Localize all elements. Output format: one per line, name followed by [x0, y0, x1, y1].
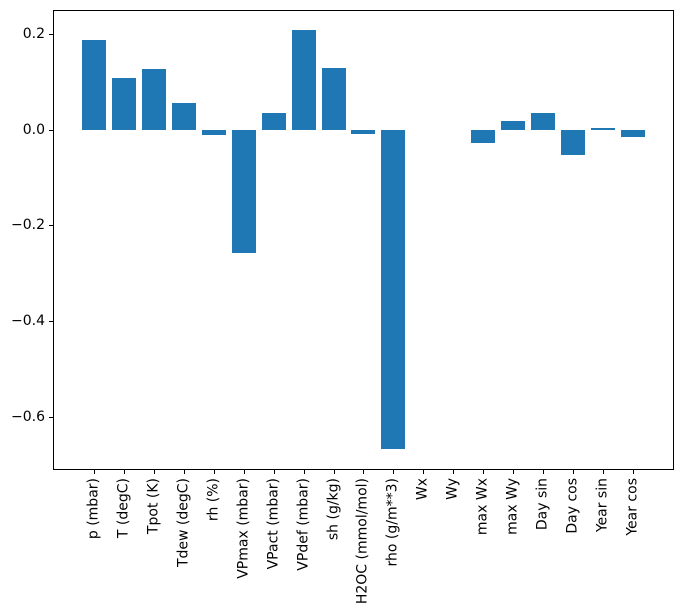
- x-tick-label: Wy: [444, 478, 461, 500]
- x-tick-label: Tdew (degC): [175, 478, 192, 568]
- y-tick-label: −0.4: [11, 312, 45, 329]
- x-tick-mark: [513, 470, 515, 474]
- y-tick-mark: [49, 225, 53, 227]
- x-tick-label: Wx: [414, 478, 431, 501]
- x-tick-mark: [94, 470, 96, 474]
- x-tick-label: p (mbar): [85, 478, 102, 540]
- y-tick-label: −0.6: [11, 408, 45, 425]
- y-tick-mark: [49, 34, 53, 36]
- bar: [82, 40, 107, 130]
- bar: [321, 68, 346, 130]
- x-tick-mark: [213, 470, 215, 474]
- x-tick-label: sh (g/kg): [325, 478, 342, 541]
- bar: [172, 103, 197, 130]
- x-tick-mark: [572, 470, 574, 474]
- bar: [351, 129, 376, 135]
- bar: [112, 78, 137, 130]
- x-tick-mark: [632, 470, 634, 474]
- y-tick-mark: [49, 320, 53, 322]
- bar: [471, 129, 496, 144]
- bar: [261, 113, 286, 130]
- x-tick-label: Year cos: [624, 478, 641, 536]
- bar: [381, 129, 406, 449]
- x-tick-mark: [303, 470, 305, 474]
- x-tick-label: max Wx: [474, 478, 491, 536]
- y-tick-label: 0.0: [22, 121, 45, 138]
- y-tick-mark: [49, 416, 53, 418]
- x-tick-label: rho (g/m**3): [384, 478, 401, 567]
- x-tick-label: VPmax (mbar): [235, 478, 252, 579]
- x-tick-label: Tpot (K): [145, 478, 162, 535]
- x-tick-mark: [423, 470, 425, 474]
- x-tick-mark: [483, 470, 485, 474]
- x-tick-label: VPact (mbar): [265, 478, 282, 570]
- x-tick-mark: [273, 470, 275, 474]
- x-tick-mark: [184, 470, 186, 474]
- y-tick-label: −0.2: [11, 217, 45, 234]
- y-tick-mark: [49, 129, 53, 131]
- x-tick-label: rh (%): [205, 478, 222, 522]
- x-tick-label: Day cos: [564, 478, 581, 534]
- bar: [231, 129, 256, 253]
- bar: [201, 129, 226, 136]
- y-tick-label: 0.2: [22, 26, 45, 43]
- x-tick-mark: [542, 470, 544, 474]
- x-tick-label: Day sin: [534, 478, 551, 531]
- x-tick-mark: [333, 470, 335, 474]
- x-tick-mark: [453, 470, 455, 474]
- bar: [142, 68, 167, 130]
- x-tick-mark: [363, 470, 365, 474]
- bar: [530, 112, 555, 130]
- x-tick-mark: [393, 470, 395, 474]
- x-tick-label: T (degC): [115, 478, 132, 539]
- x-tick-mark: [243, 470, 245, 474]
- bar: [291, 30, 316, 130]
- x-tick-mark: [602, 470, 604, 474]
- x-tick-label: VPdef (mbar): [295, 478, 312, 571]
- bar: [620, 129, 645, 138]
- x-tick-label: max Wy: [504, 478, 521, 535]
- bar: [501, 120, 526, 130]
- x-tick-label: H2OC (mmol/mol): [354, 478, 371, 605]
- x-tick-mark: [124, 470, 126, 474]
- x-tick-label: Year sin: [594, 478, 611, 533]
- bar: [590, 127, 615, 130]
- bar: [560, 129, 585, 155]
- x-tick-mark: [154, 470, 156, 474]
